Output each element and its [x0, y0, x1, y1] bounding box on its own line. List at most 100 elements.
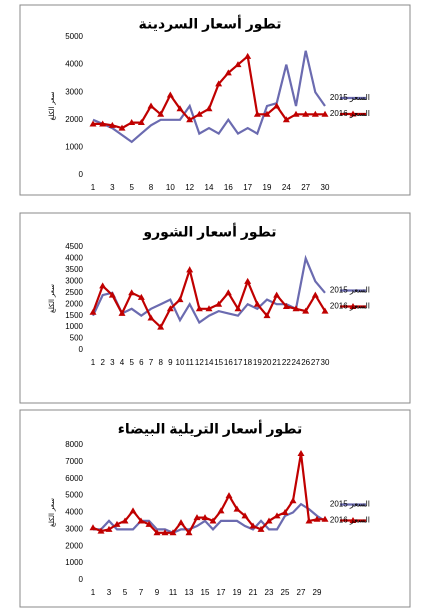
x-tick-label: 30 — [321, 183, 330, 192]
point-marker — [302, 110, 310, 117]
chart-title: تطور أسعار الشورو — [142, 223, 276, 241]
y-axis-label: سعر الكلغ — [48, 91, 56, 120]
point-marker — [215, 80, 223, 87]
y-tick-label: 1000 — [65, 143, 83, 152]
point-marker — [273, 512, 281, 519]
x-tick-label: 21 — [249, 588, 258, 597]
x-tick-label: 14 — [205, 183, 214, 192]
x-tick-label: 15 — [214, 358, 223, 367]
point-marker — [297, 449, 305, 456]
x-tick-label: 13 — [185, 588, 194, 597]
point-marker — [195, 110, 203, 117]
point-marker — [311, 110, 319, 117]
series-line — [92, 50, 326, 144]
x-tick-label: 7 — [149, 358, 154, 367]
point-marker — [157, 110, 165, 117]
x-tick-label: 21 — [272, 358, 281, 367]
x-tick-label: 15 — [201, 588, 210, 597]
y-axis-label: سعر الكلغ — [48, 284, 56, 313]
point-marker — [273, 102, 281, 109]
y-tick-label: 3000 — [65, 276, 83, 285]
point-marker — [186, 116, 194, 123]
legend-label: السعر 2015 — [330, 500, 370, 509]
point-marker — [97, 527, 105, 534]
x-tick-label: 19 — [263, 183, 272, 192]
x-tick-label: 6 — [139, 358, 144, 367]
point-marker — [292, 110, 300, 117]
point-marker — [185, 529, 193, 536]
x-tick-label: 27 — [311, 358, 320, 367]
point-marker — [147, 102, 155, 109]
point-marker — [121, 517, 129, 524]
point-marker — [176, 105, 184, 112]
y-tick-label: 6000 — [65, 474, 83, 483]
y-tick-label: 2000 — [65, 299, 83, 308]
y-tick-label: 5000 — [65, 32, 83, 41]
point-marker — [195, 305, 203, 312]
legend-label: السعر 2016 — [330, 109, 370, 118]
chart-title: تطور أسعار السردينة — [139, 15, 282, 33]
x-tick-label: 20 — [263, 358, 272, 367]
x-tick-label: 5 — [129, 358, 134, 367]
point-marker — [99, 120, 107, 127]
x-tick-label: 2 — [100, 358, 105, 367]
point-marker — [129, 507, 137, 514]
point-marker — [225, 492, 233, 499]
point-marker — [113, 520, 121, 527]
x-tick-label: 5 — [129, 183, 134, 192]
y-tick-label: 0 — [79, 345, 84, 354]
y-tick-label: 4000 — [65, 254, 83, 263]
x-tick-label: 4 — [120, 358, 125, 367]
point-marker — [215, 300, 223, 307]
x-tick-label: 18 — [243, 358, 252, 367]
legend-label: السعر 2016 — [330, 302, 370, 311]
x-tick-label: 16 — [224, 358, 233, 367]
point-marker — [257, 525, 265, 532]
point-marker — [176, 296, 184, 303]
x-tick-label: 19 — [253, 358, 262, 367]
x-tick-label: 3 — [110, 183, 115, 192]
series-line — [93, 502, 326, 534]
point-marker — [161, 529, 169, 536]
x-tick-label: 11 — [186, 358, 195, 367]
y-axis-label: سعر الكلغ — [48, 498, 56, 527]
point-marker — [305, 517, 313, 524]
y-tick-label: 2000 — [65, 115, 83, 124]
x-tick-label: 27 — [297, 588, 306, 597]
point-marker — [234, 61, 242, 68]
x-tick-label: 9 — [155, 588, 160, 597]
point-marker — [302, 307, 310, 314]
point-marker — [209, 517, 217, 524]
x-tick-label: 5 — [123, 588, 128, 597]
y-tick-label: 1000 — [65, 322, 83, 331]
point-marker — [89, 524, 97, 531]
point-marker — [265, 517, 273, 524]
point-marker — [224, 69, 232, 76]
y-tick-label: 0 — [79, 575, 84, 584]
x-tick-label: 17 — [243, 183, 252, 192]
x-tick-label: 1 — [91, 183, 96, 192]
x-tick-label: 10 — [166, 183, 175, 192]
point-marker — [321, 307, 329, 314]
point-marker — [128, 119, 136, 126]
x-tick-label: 16 — [224, 183, 233, 192]
point-marker — [118, 309, 126, 316]
y-tick-label: 3500 — [65, 265, 83, 274]
point-marker — [233, 505, 241, 512]
point-marker — [241, 512, 249, 519]
point-marker — [249, 522, 257, 529]
x-tick-label: 12 — [185, 183, 194, 192]
point-marker — [263, 312, 271, 319]
legend-label: السعر 2016 — [330, 516, 370, 525]
x-tick-label: 1 — [91, 588, 96, 597]
point-marker — [186, 266, 194, 273]
point-marker — [311, 291, 319, 298]
point-marker — [313, 515, 321, 522]
x-tick-label: 22 — [282, 358, 291, 367]
legend-label: السعر 2015 — [330, 93, 370, 102]
point-marker — [193, 514, 201, 521]
point-marker — [289, 497, 297, 504]
point-marker — [244, 52, 252, 59]
point-marker — [205, 305, 213, 312]
x-tick-label: 24 — [282, 183, 291, 192]
